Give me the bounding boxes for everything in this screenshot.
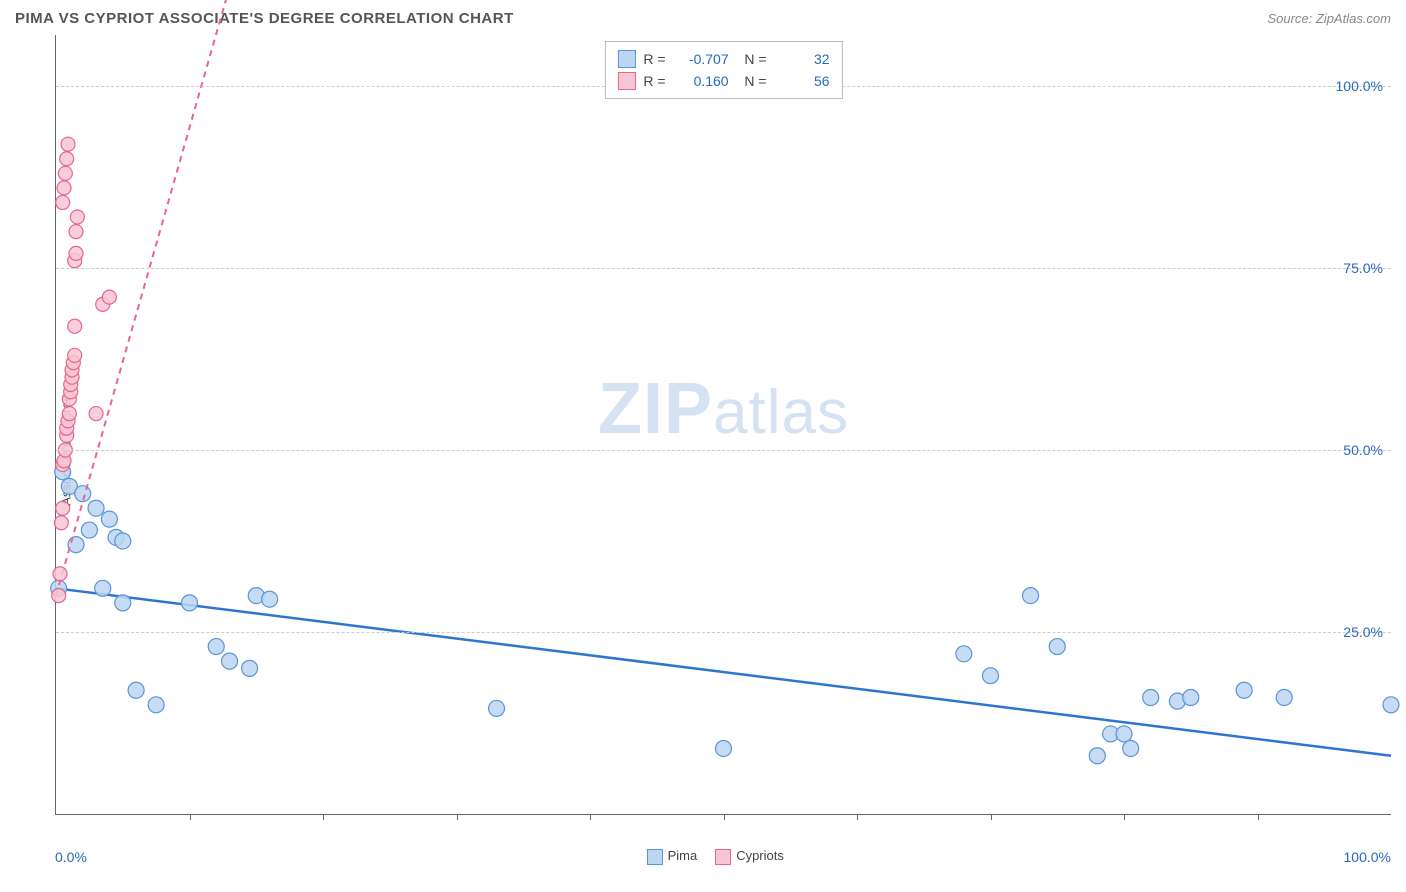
data-point-pima — [148, 697, 164, 713]
legend-r-value-pima: -0.707 — [674, 51, 729, 67]
data-point-pima — [1089, 748, 1105, 764]
data-point-pima — [1143, 690, 1159, 706]
data-point-cypriots — [56, 501, 70, 515]
plot-svg — [56, 35, 1391, 814]
y-tick-label: 75.0% — [1343, 260, 1383, 276]
data-point-cypriots — [57, 181, 71, 195]
data-point-cypriots — [60, 152, 74, 166]
legend-swatch-cypriots — [617, 72, 635, 90]
data-point-cypriots — [102, 290, 116, 304]
gridline — [56, 268, 1391, 269]
data-point-pima — [208, 639, 224, 655]
data-point-pima — [1236, 682, 1252, 698]
legend-n-label: N = — [737, 51, 767, 67]
data-point-pima — [115, 595, 131, 611]
chart-source: Source: ZipAtlas.com — [1267, 11, 1391, 26]
data-point-pima — [128, 682, 144, 698]
data-point-pima — [1183, 690, 1199, 706]
x-tick — [323, 814, 324, 820]
data-point-pima — [81, 522, 97, 538]
legend-r-label: R = — [643, 73, 665, 89]
data-point-pima — [101, 511, 117, 527]
x-tick — [1124, 814, 1125, 820]
chart-title: PIMA VS CYPRIOT ASSOCIATE'S DEGREE CORRE… — [15, 10, 514, 27]
data-point-pima — [88, 500, 104, 516]
data-point-pima — [716, 740, 732, 756]
data-point-pima — [1023, 588, 1039, 604]
data-point-pima — [489, 700, 505, 716]
plot-area: ZIPatlas R = -0.707 N = 32 R = 0.160 N =… — [55, 35, 1391, 815]
x-min-label: 0.0% — [55, 849, 87, 865]
data-point-pima — [115, 533, 131, 549]
data-point-pima — [956, 646, 972, 662]
x-tick — [457, 814, 458, 820]
legend-item-cypriots: Cypriots — [715, 848, 784, 865]
data-point-cypriots — [56, 195, 70, 209]
legend-r-value-cypriots: 0.160 — [674, 73, 729, 89]
data-point-pima — [1116, 726, 1132, 742]
gridline — [56, 450, 1391, 451]
data-point-cypriots — [68, 348, 82, 362]
data-point-pima — [222, 653, 238, 669]
legend-swatch-pima — [617, 50, 635, 68]
data-point-cypriots — [62, 407, 76, 421]
data-point-cypriots — [70, 210, 84, 224]
data-point-pima — [262, 591, 278, 607]
x-tick — [1258, 814, 1259, 820]
data-point-cypriots — [54, 516, 68, 530]
x-tick — [724, 814, 725, 820]
data-point-pima — [242, 660, 258, 676]
data-point-cypriots — [69, 246, 83, 260]
legend-row-pima: R = -0.707 N = 32 — [617, 48, 829, 70]
data-point-pima — [95, 580, 111, 596]
x-tick — [857, 814, 858, 820]
data-point-cypriots — [89, 407, 103, 421]
data-point-pima — [1049, 639, 1065, 655]
y-tick-label: 25.0% — [1343, 624, 1383, 640]
x-tick — [991, 814, 992, 820]
chart-container: Associate's Degree ZIPatlas R = -0.707 N… — [15, 35, 1391, 865]
series-legend: Pima Cypriots — [647, 848, 784, 865]
data-point-cypriots — [58, 166, 72, 180]
data-point-pima — [1276, 690, 1292, 706]
legend-row-cypriots: R = 0.160 N = 56 — [617, 70, 829, 92]
data-point-cypriots — [69, 225, 83, 239]
data-point-cypriots — [61, 137, 75, 151]
x-axis-row: 0.0% Pima Cypriots 100.0% — [55, 848, 1391, 865]
data-point-pima — [983, 668, 999, 684]
data-point-pima — [68, 537, 84, 553]
data-point-cypriots — [52, 589, 66, 603]
x-tick — [190, 814, 191, 820]
legend-swatch-pima-bottom — [647, 849, 663, 865]
data-point-pima — [1123, 740, 1139, 756]
legend-swatch-cypriots-bottom — [715, 849, 731, 865]
data-point-pima — [1383, 697, 1399, 713]
data-point-cypriots — [68, 319, 82, 333]
legend-n-label: N = — [737, 73, 767, 89]
legend-n-value-pima: 32 — [775, 51, 830, 67]
x-tick — [590, 814, 591, 820]
x-max-label: 100.0% — [1344, 849, 1391, 865]
legend-item-pima: Pima — [647, 848, 698, 865]
legend-r-label: R = — [643, 51, 665, 67]
data-point-pima — [182, 595, 198, 611]
legend-n-value-cypriots: 56 — [775, 73, 830, 89]
y-tick-label: 50.0% — [1343, 442, 1383, 458]
y-tick-label: 100.0% — [1336, 78, 1383, 94]
trend-line-cypriots — [56, 0, 243, 596]
gridline — [56, 632, 1391, 633]
data-point-cypriots — [53, 567, 67, 581]
correlation-legend: R = -0.707 N = 32 R = 0.160 N = 56 — [604, 41, 842, 99]
